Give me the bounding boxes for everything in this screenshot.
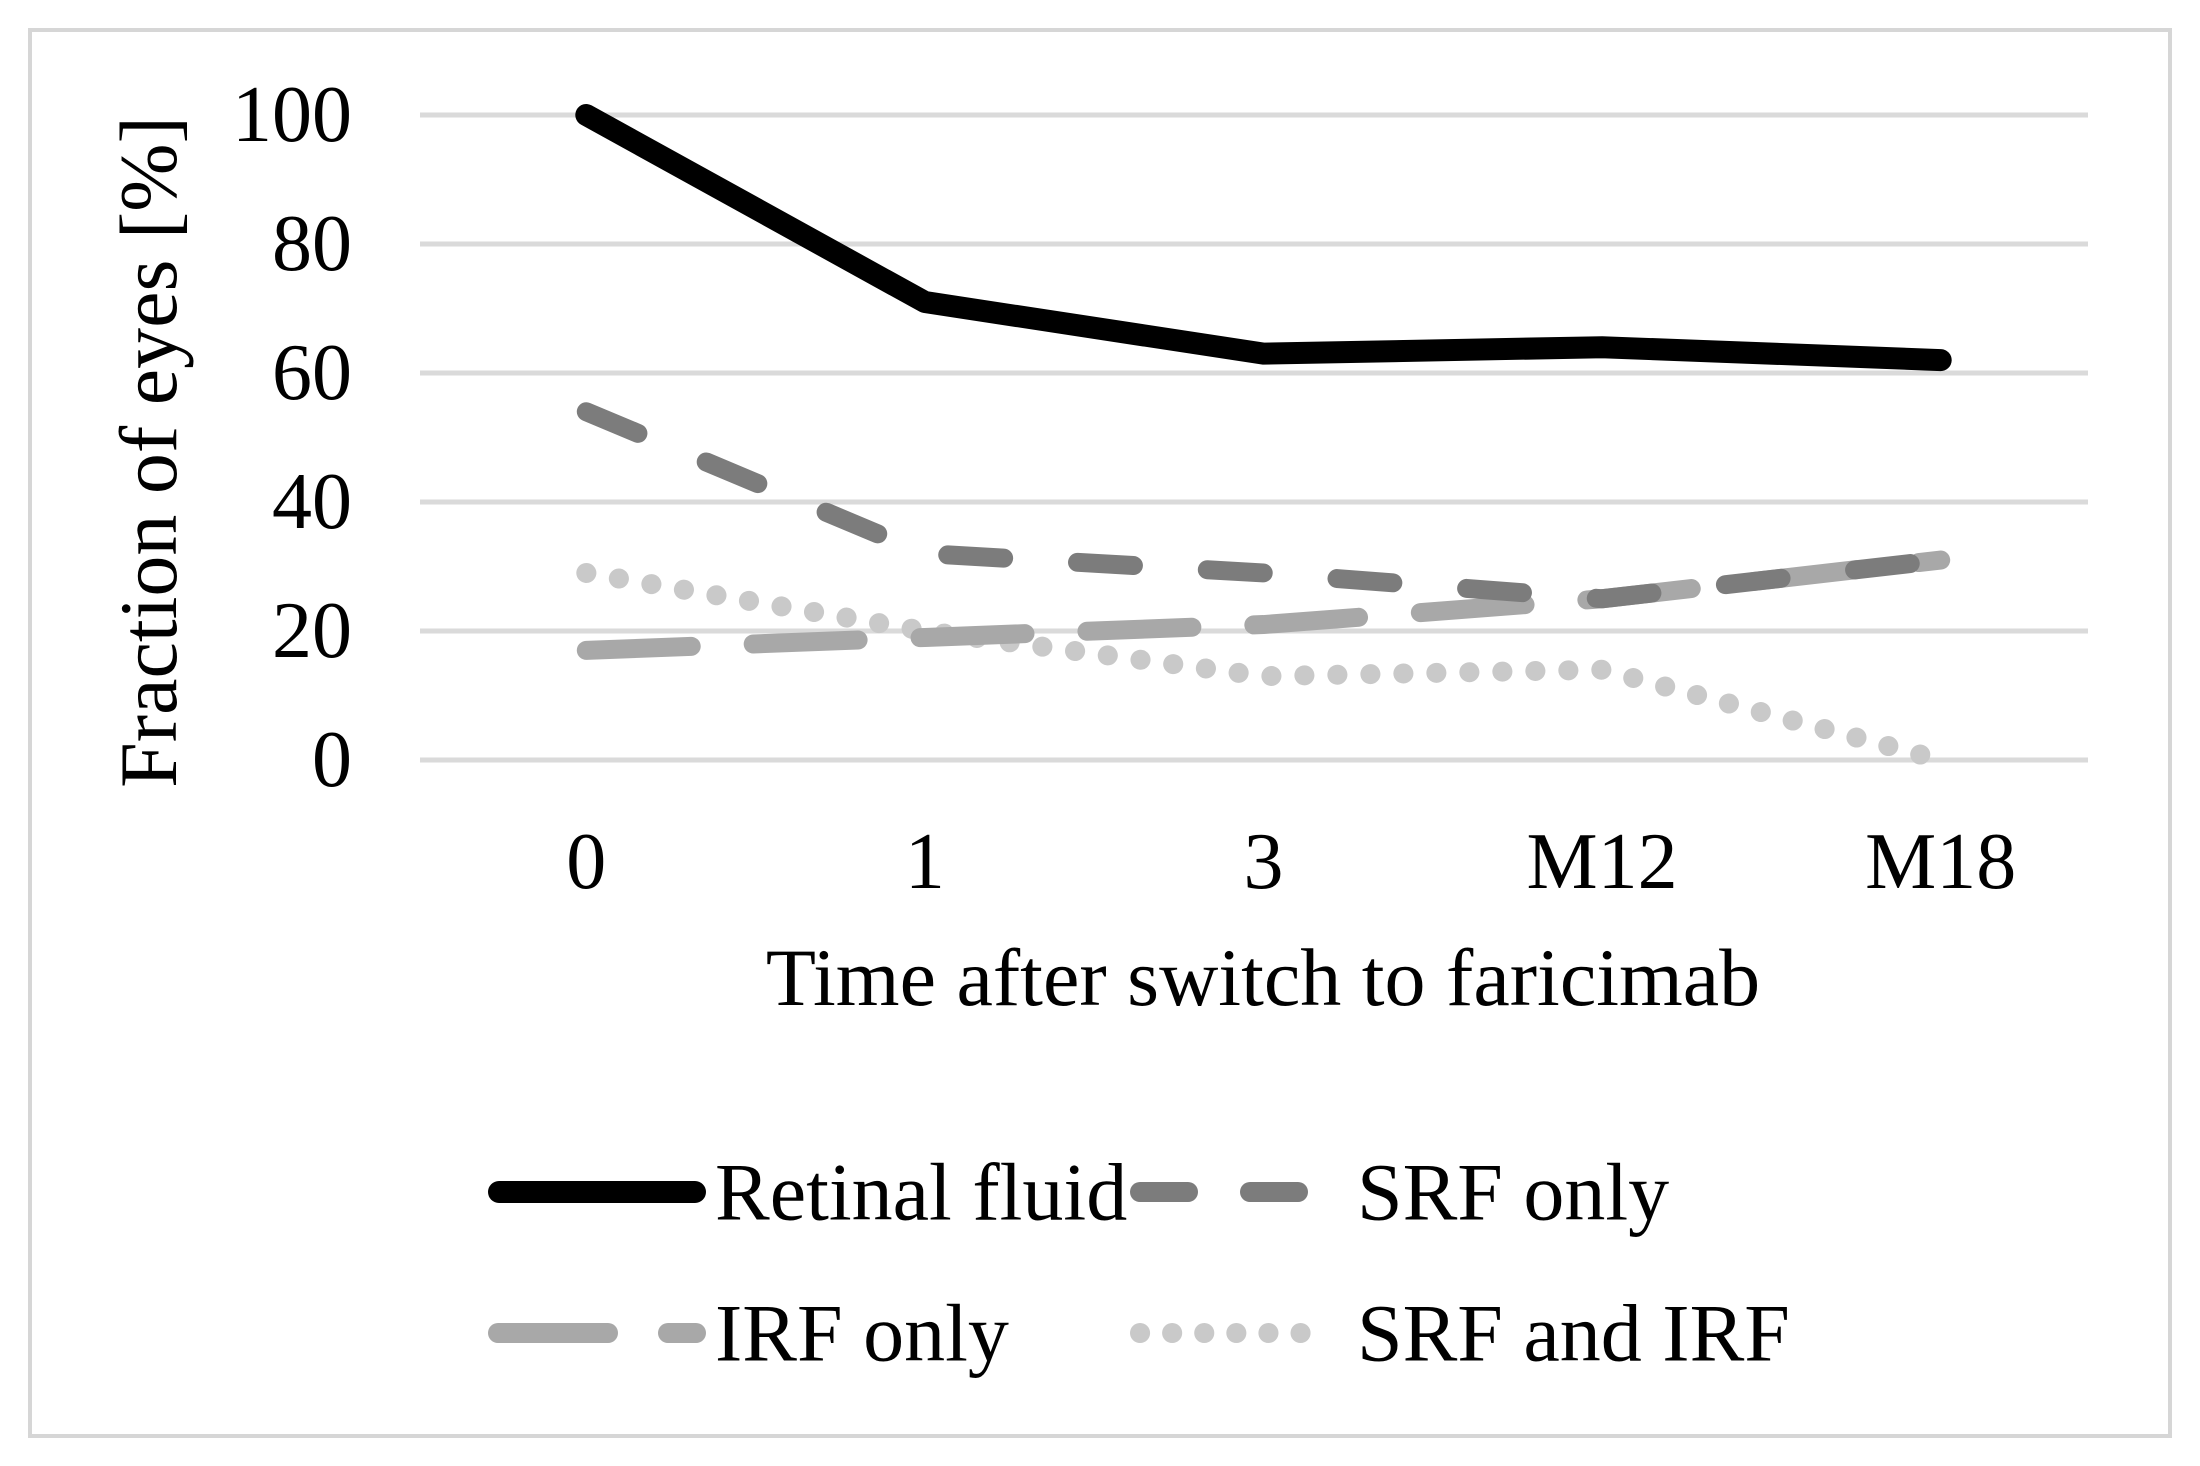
gridlines xyxy=(420,112,2088,763)
y-tick-label: 80 xyxy=(272,200,352,288)
y-axis-tick-labels: 100 80 60 40 20 0 xyxy=(232,71,352,804)
figure-border xyxy=(28,28,2172,1438)
y-tick-label: 0 xyxy=(312,716,352,804)
legend-label-irf-only: IRF only xyxy=(715,1288,1009,1379)
y-tick-label: 20 xyxy=(272,587,352,675)
x-tick-label: M18 xyxy=(1865,818,2016,906)
legend-item-srf-and-irf: SRF and IRF xyxy=(1130,1288,1790,1379)
legend-item-irf-only: IRF only xyxy=(488,1288,1009,1379)
legend-item-srf-only: SRF only xyxy=(1130,1147,1669,1238)
x-tick-label: 0 xyxy=(566,818,606,906)
legend-label-srf-and-irf: SRF and IRF xyxy=(1357,1288,1790,1379)
x-axis-tick-labels: 0 1 3 M12 M18 xyxy=(566,818,2016,906)
x-axis-title: Time after switch to faricimab xyxy=(766,932,1760,1023)
legend-item-retinal-fluid: Retinal fluid xyxy=(488,1147,1127,1238)
y-tick-label: 100 xyxy=(232,71,352,159)
legend-label-srf-only: SRF only xyxy=(1357,1147,1669,1238)
x-tick-label: 1 xyxy=(905,818,945,906)
legend: Retinal fluid SRF only IRF only SRF and … xyxy=(488,1147,1790,1379)
plot-series xyxy=(575,104,1952,770)
series-line-srf-only xyxy=(576,402,1951,609)
series-line-irf-only xyxy=(576,550,1951,660)
series-line-srf-and-irf xyxy=(576,562,1951,770)
y-tick-label: 60 xyxy=(272,329,352,417)
y-axis-title: Fraction of eyes [%] xyxy=(103,116,194,788)
x-tick-label: M12 xyxy=(1527,818,1678,906)
series-line-retinal-fluid xyxy=(575,104,1952,372)
y-tick-label: 40 xyxy=(272,458,352,546)
legend-label-retinal-fluid: Retinal fluid xyxy=(715,1147,1127,1238)
x-tick-label: 3 xyxy=(1244,818,1284,906)
